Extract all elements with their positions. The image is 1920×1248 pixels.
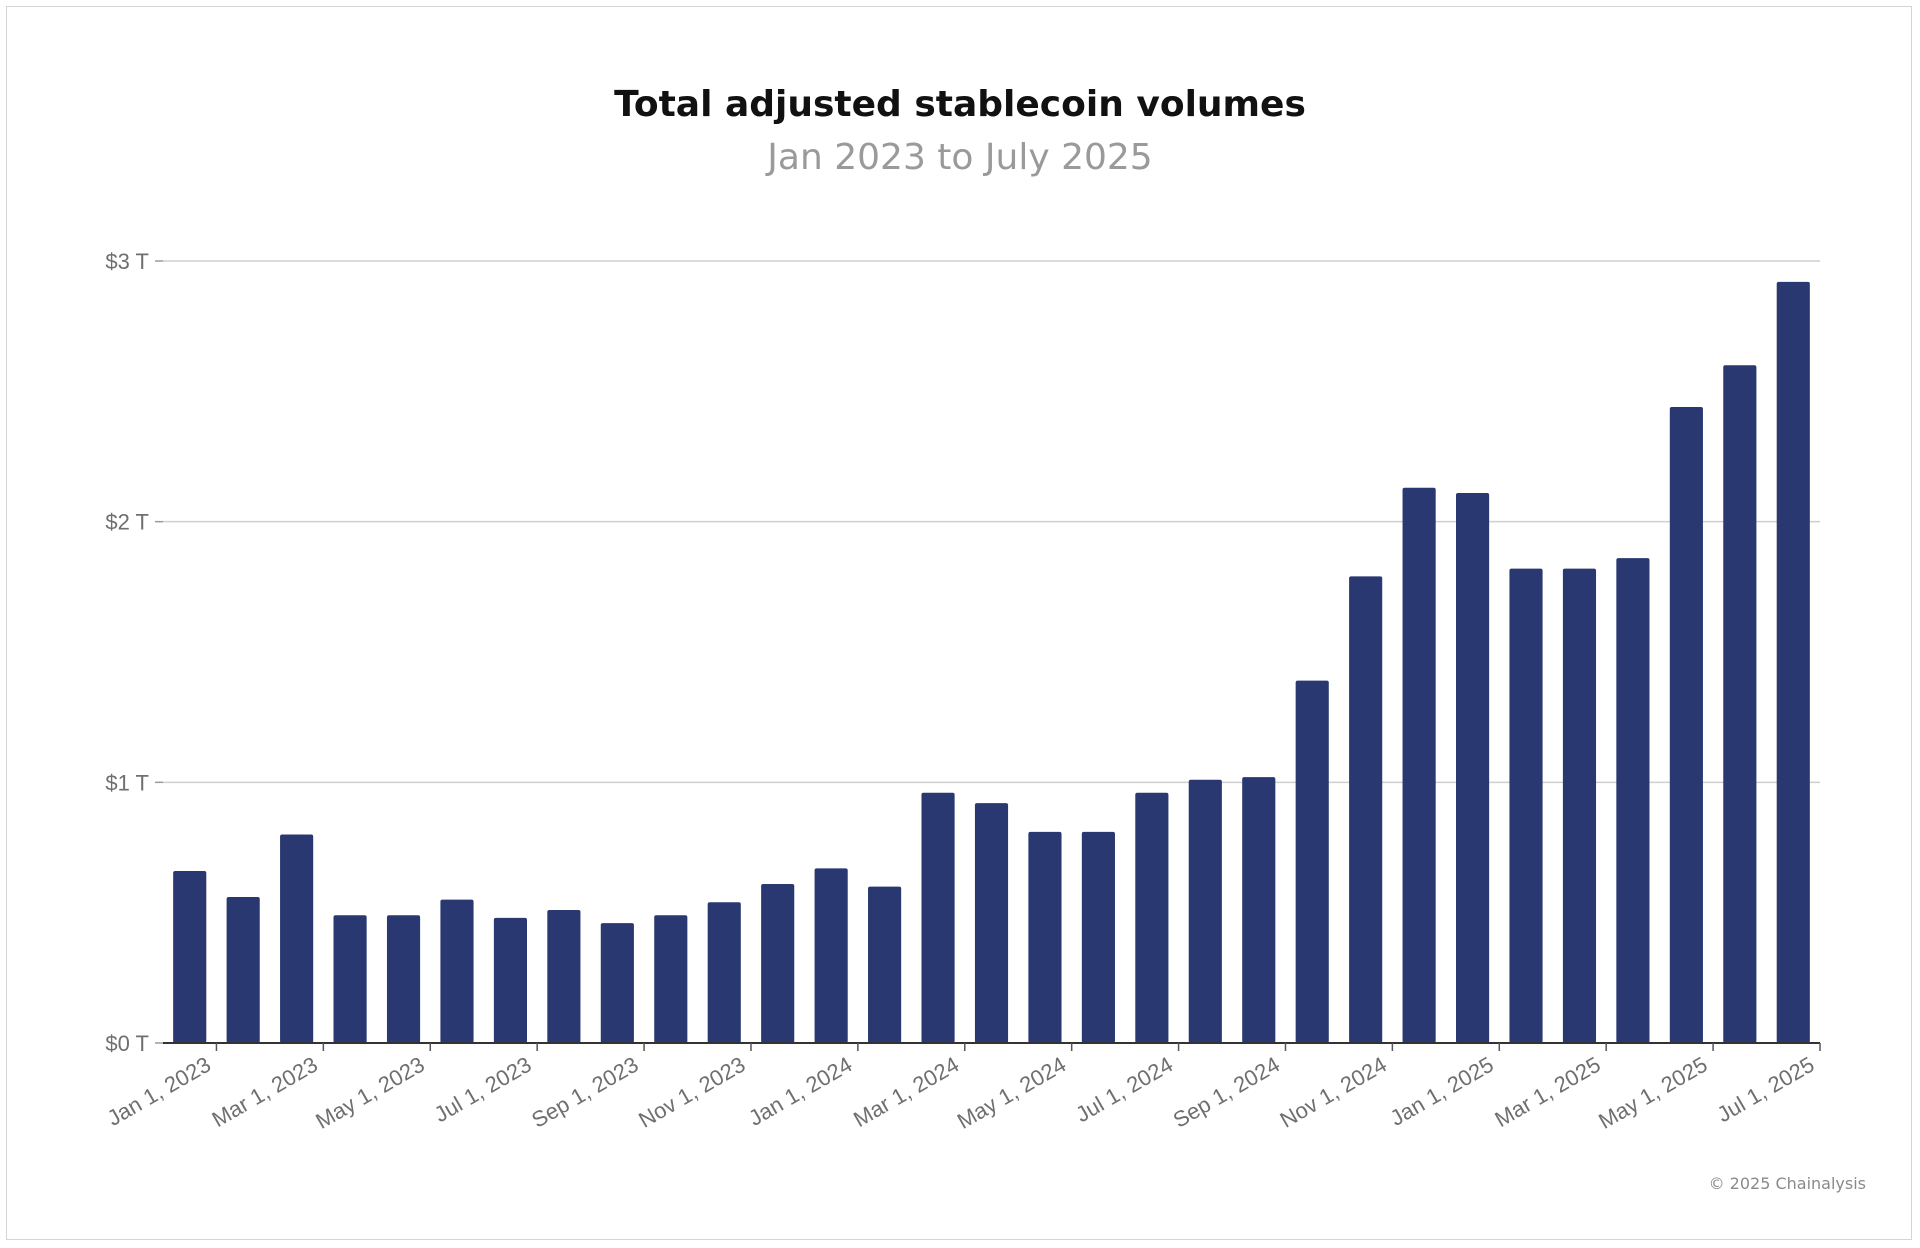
bar — [1776, 281, 1810, 1043]
x-tick-label: Jan 1, 2025 — [1386, 1052, 1498, 1131]
bar — [1455, 492, 1490, 1043]
chart-subtitle: Jan 2023 to July 2025 — [767, 137, 1153, 178]
x-tick-label: May 1, 2024 — [953, 1052, 1070, 1134]
bar — [1295, 680, 1329, 1043]
bar — [1349, 576, 1383, 1043]
bar — [440, 899, 474, 1043]
bar — [280, 834, 314, 1043]
bar — [1188, 779, 1222, 1043]
bar — [173, 870, 207, 1043]
bar — [226, 897, 260, 1043]
bar — [1669, 406, 1703, 1043]
bar — [1242, 777, 1276, 1043]
chart-title: Total adjusted stablecoin volumes — [614, 84, 1306, 125]
bar — [868, 886, 902, 1043]
x-tick-label: May 1, 2025 — [1594, 1052, 1711, 1134]
grid-lines — [163, 260, 1820, 784]
x-tick-label: Mar 1, 2024 — [849, 1052, 963, 1132]
bar — [547, 910, 581, 1043]
y-tick-label: $0 T — [105, 1031, 149, 1056]
x-tick-label: Nov 1, 2023 — [634, 1052, 749, 1133]
y-tick-label: $1 T — [105, 770, 149, 795]
x-tick-label: Mar 1, 2025 — [1491, 1052, 1605, 1132]
x-tick-label: Jul 1, 2023 — [430, 1052, 536, 1127]
bar — [1509, 568, 1543, 1043]
bar — [1723, 365, 1757, 1043]
x-tick-label: Nov 1, 2024 — [1276, 1052, 1391, 1133]
bar — [921, 792, 955, 1043]
bar — [654, 915, 688, 1043]
y-tick-label: $2 T — [105, 510, 149, 535]
bar — [1028, 831, 1062, 1043]
x-tick-label: Jan 1, 2023 — [103, 1052, 215, 1131]
bar — [1616, 558, 1650, 1043]
bar — [1402, 487, 1436, 1043]
bar — [493, 917, 528, 1043]
bar — [761, 883, 795, 1043]
bar — [386, 915, 421, 1043]
x-tick-label: Sep 1, 2023 — [527, 1052, 642, 1133]
y-axis-ticks: $0 T $1 T $2 T $3 T — [105, 249, 163, 1056]
bar — [1135, 792, 1169, 1043]
x-tick-label: May 1, 2023 — [311, 1052, 428, 1134]
copyright-footer: © 2025 Chainalysis — [1708, 1174, 1866, 1193]
x-tick-label: Jul 1, 2024 — [1071, 1052, 1177, 1127]
x-tick-label: Mar 1, 2023 — [208, 1052, 322, 1132]
bar — [974, 803, 1009, 1043]
bars — [173, 281, 1810, 1043]
bar — [814, 868, 848, 1043]
bar — [333, 915, 367, 1043]
bar — [1081, 831, 1115, 1043]
bar — [1562, 568, 1597, 1043]
x-tick-label: Sep 1, 2024 — [1169, 1052, 1284, 1133]
bar — [600, 923, 634, 1043]
bar — [707, 902, 741, 1043]
x-tick-label: Jul 1, 2025 — [1713, 1052, 1819, 1127]
x-tick-label: Jan 1, 2024 — [744, 1052, 856, 1131]
y-tick-label: $3 T — [105, 249, 149, 274]
